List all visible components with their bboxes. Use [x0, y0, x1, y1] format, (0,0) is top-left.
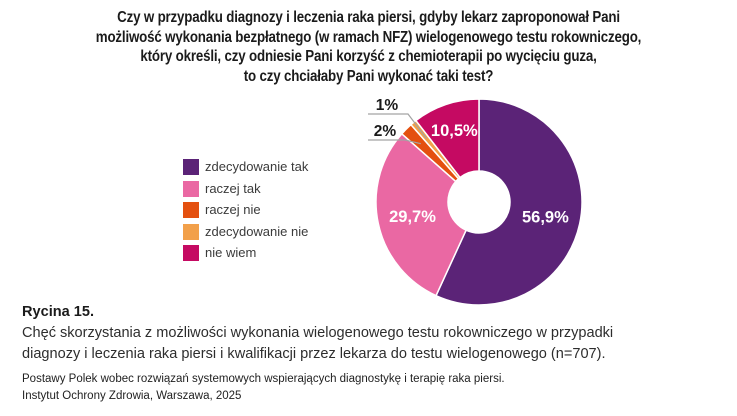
legend-label: zdecydowanie nie — [205, 223, 309, 239]
legend-label: nie wiem — [205, 245, 257, 260]
caption-line: diagnozy i leczenia raka piersi i kwalif… — [22, 345, 606, 362]
legend-swatch-icon — [183, 223, 199, 240]
chart-title-line: Czy w przypadku diagnozy i leczenia raka… — [117, 9, 620, 26]
pie-slice-1 — [375, 133, 467, 297]
legend-label: raczej nie — [205, 202, 261, 217]
pie-slice-4 — [415, 98, 480, 179]
legend-swatch-icon — [183, 159, 199, 175]
caption-line: Chęć skorzystania z możliwości wykonania… — [22, 324, 614, 341]
chart-title: Czy w przypadku diagnozy i leczenia raka… — [52, 8, 686, 86]
legend-swatch-icon — [183, 180, 199, 197]
pie-slice-0 — [435, 98, 583, 306]
slice-value-label: 1% — [376, 97, 399, 114]
legend-item: raczej nie — [183, 202, 308, 218]
slice-value-label: 10,5% — [431, 122, 478, 140]
legend-item: raczej tak — [183, 180, 308, 197]
chart-title-line: który określi, czy odniesie Pani korzyść… — [140, 48, 597, 65]
source-line: Instytut Ochrony Zdrowia, Warszawa, 2025 — [22, 389, 242, 402]
source-note: Postawy Polek wobec rozwiązań systemowyc… — [22, 371, 505, 404]
legend-label: raczej tak — [205, 180, 261, 196]
leader-line — [368, 113, 427, 139]
legend-swatch-icon — [183, 202, 199, 218]
slice-value-label: 2% — [374, 123, 397, 140]
chart-title-line: możliwość wykonania bezpłatnego (w ramac… — [95, 28, 642, 46]
figure-number-label: Rycina 15. — [22, 303, 94, 320]
legend-label: zdecydowanie tak — [205, 159, 309, 174]
figure-caption: Rycina 15. Chęć skorzystania z możliwośc… — [22, 301, 613, 364]
legend-item: nie wiem — [183, 245, 308, 261]
legend-item: zdecydowanie nie — [183, 223, 309, 240]
chart-title-line: to czy chciałaby Pani wykonać taki test? — [243, 67, 494, 85]
legend-item: zdecydowanie tak — [183, 159, 308, 175]
slice-value-label: 29,7% — [389, 208, 436, 226]
chart-legend: zdecydowanie tak raczej tak raczej nie z… — [183, 159, 308, 261]
leader-line — [368, 139, 421, 145]
source-line: Postawy Polek wobec rozwiązań systemowyc… — [22, 373, 505, 385]
slice-value-label: 56,9% — [522, 209, 569, 227]
legend-swatch-icon — [183, 245, 199, 261]
